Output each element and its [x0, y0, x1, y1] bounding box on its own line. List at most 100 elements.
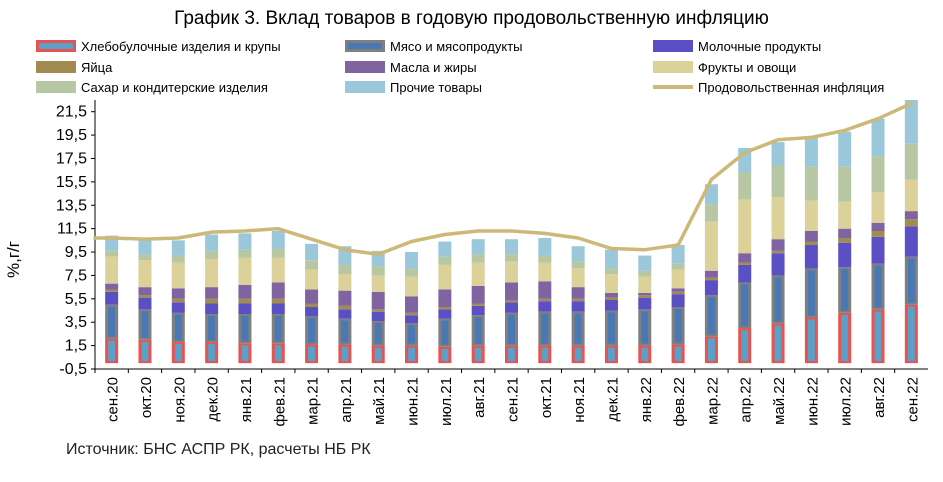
bar-segment	[371, 291, 385, 310]
x-tick-label: апр.22	[738, 377, 755, 423]
bar-segment	[904, 179, 918, 212]
bar-segment	[904, 100, 918, 144]
bar-segment-inner	[508, 314, 515, 344]
bar-segment	[105, 291, 119, 305]
x-tick-label: июн.22	[804, 377, 821, 426]
bar-segment	[804, 166, 818, 201]
bar-segment-inner	[741, 284, 749, 327]
bar-segment	[471, 262, 485, 286]
bar-segment	[505, 302, 518, 313]
bar-segment	[171, 255, 185, 263]
x-tick-label: май.21	[371, 377, 388, 425]
legend-swatch	[653, 40, 693, 52]
bar-segment	[838, 201, 852, 229]
bar-segment	[638, 276, 652, 293]
legend-label: Яйца	[81, 60, 113, 75]
bar-segment	[271, 298, 285, 304]
bar-segment	[604, 249, 618, 269]
y-axis-label: %,г/г	[4, 241, 23, 278]
bar-segment	[738, 262, 752, 265]
bar-segment	[405, 268, 419, 277]
bar-segment-inner	[474, 347, 482, 362]
x-tick-label: мар.21	[305, 377, 322, 425]
x-tick-label: июн.21	[405, 377, 422, 426]
bar-segment	[838, 242, 852, 268]
bar-segment-inner	[541, 347, 549, 362]
bar-stack	[571, 246, 585, 364]
bar-segment-inner	[641, 347, 649, 362]
x-tick-label: ноя.21	[571, 377, 588, 423]
bar-segment	[804, 137, 818, 167]
bar-segment-inner	[441, 320, 449, 345]
bar-segment	[704, 221, 718, 271]
x-tick-label: апр.21	[338, 377, 355, 423]
bar-segment	[771, 165, 785, 198]
bar-segment	[738, 199, 752, 254]
bar-segment	[871, 236, 885, 264]
legend-item: Фрукты и овощи	[653, 60, 796, 75]
x-tick-label: окт.20	[138, 377, 155, 418]
bar-segment	[671, 245, 685, 264]
bar-segment	[438, 256, 452, 265]
bar-segment	[105, 289, 119, 292]
legend-item: Молочные продукты	[653, 39, 821, 54]
bar-segment	[904, 219, 918, 227]
bar-segment	[671, 291, 685, 295]
bar-segment-inner	[241, 345, 249, 362]
bar-segment-inner	[574, 313, 582, 344]
bar-segment	[638, 297, 652, 310]
bar-segment	[571, 261, 585, 269]
legend-item: Мясо и мясопродукты	[345, 39, 523, 54]
bar-segment	[871, 156, 885, 193]
bar-stack	[105, 235, 119, 364]
x-tick-label: июл.22	[838, 377, 855, 426]
bar-segment-inner	[308, 346, 316, 362]
bar-segment	[138, 260, 152, 288]
bar-segment-inner	[674, 309, 682, 343]
bar-segment	[804, 245, 818, 269]
bar-segment	[505, 282, 518, 300]
bar-segment	[571, 268, 585, 288]
bar-segment	[604, 292, 618, 298]
x-tick-label: янв.22	[638, 377, 655, 422]
bar-segment-inner	[274, 345, 282, 362]
bar-segment	[738, 264, 752, 283]
x-tick-label: сен.21	[505, 377, 522, 422]
chart-title: График 3. Вклад товаров в годовую продов…	[174, 8, 769, 29]
x-tick-label: июл.21	[438, 377, 455, 426]
bar-segment	[871, 118, 885, 157]
bar-segment	[838, 166, 852, 202]
legend-swatch	[653, 61, 693, 73]
bar-segment	[438, 307, 452, 310]
bar-segment	[704, 277, 718, 281]
bar-stack	[238, 233, 252, 364]
bar-stack	[638, 255, 652, 364]
legend-swatch	[345, 61, 385, 73]
bar-segment-inner	[607, 312, 615, 344]
bar-segment	[205, 287, 219, 299]
y-tick-label: 11,5	[57, 221, 87, 238]
bar-segment-inner	[308, 318, 316, 343]
bar-segment	[804, 230, 818, 242]
legend-swatch-inner	[39, 43, 73, 49]
bar-segment	[271, 230, 285, 249]
bar-segment	[538, 262, 552, 282]
bar-segment	[205, 259, 219, 288]
bar-segment	[638, 270, 652, 277]
legend-label: Масла и жиры	[390, 60, 477, 75]
bar-segment	[338, 309, 352, 319]
bar-segment	[405, 276, 419, 297]
bar-segment	[638, 292, 652, 296]
bar-segment	[804, 200, 818, 231]
bar-segment-inner	[108, 306, 116, 337]
bar-segment	[105, 250, 119, 257]
bar-segment	[904, 226, 918, 257]
bar-segment	[305, 303, 319, 308]
bar-segment	[738, 253, 752, 263]
legend-item: Сахар и кондитерские изделия	[36, 80, 268, 95]
y-tick-label: 9,5	[65, 244, 87, 261]
bar-segment-inner	[341, 320, 349, 343]
bar-segment-inner	[774, 277, 782, 322]
bar-segment-inner	[674, 346, 682, 362]
